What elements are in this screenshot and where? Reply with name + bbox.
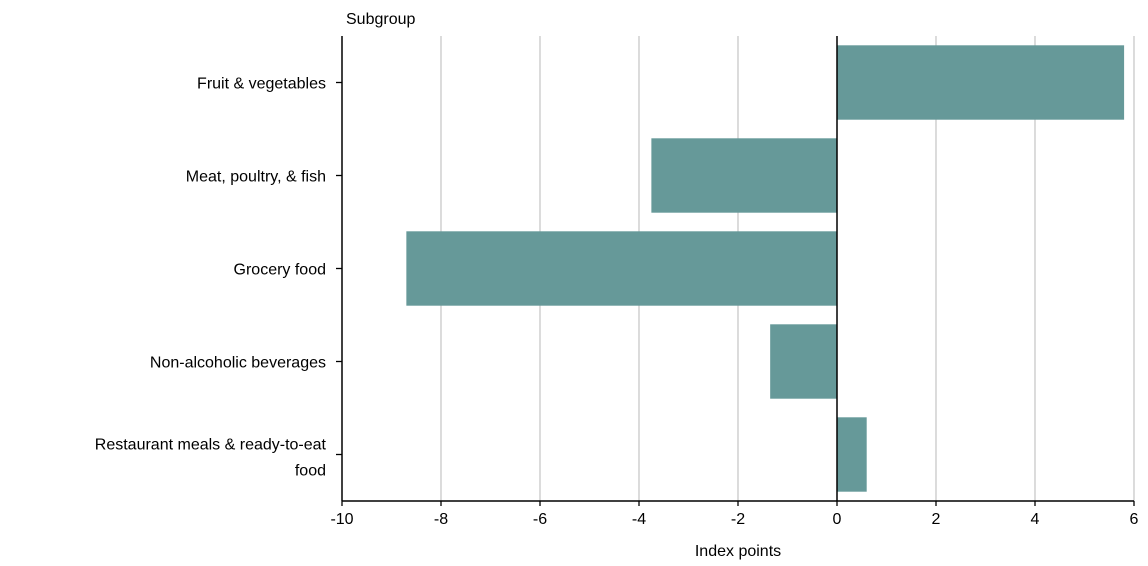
- category-label: Grocery food: [234, 262, 326, 279]
- x-tick-label: -6: [533, 511, 547, 528]
- category-label: Non-alcoholic beverages: [150, 355, 326, 372]
- category-label: food: [295, 463, 326, 480]
- x-tick-label: 0: [833, 511, 842, 528]
- category-labels: Fruit & vegetables Meat, poultry, & fish G…: [95, 76, 327, 480]
- category-label: Meat, poultry, & fish: [186, 169, 326, 186]
- category-label: Restaurant meals & ready-to-eat: [95, 437, 327, 454]
- x-tick-label: -8: [434, 511, 448, 528]
- bar: [837, 45, 1125, 120]
- bar: [770, 324, 837, 399]
- x-tick-label: -2: [731, 511, 745, 528]
- x-axis-title: Index points: [695, 543, 781, 560]
- x-tick-label: -10: [330, 511, 353, 528]
- axes: [336, 36, 1135, 506]
- y-axis-title: Subgroup: [346, 11, 415, 28]
- x-tick-label: 4: [1031, 511, 1040, 528]
- bars: [406, 45, 1125, 492]
- x-tick-label: 6: [1130, 511, 1139, 528]
- x-tick-labels: -10 -8 -6 -4 -2 0 2 4 6: [330, 511, 1138, 528]
- x-tick-label: 2: [932, 511, 941, 528]
- x-tick-label: -4: [632, 511, 646, 528]
- bar: [837, 417, 867, 492]
- category-label: Fruit & vegetables: [197, 76, 326, 93]
- bar: [651, 138, 837, 213]
- bar: [406, 231, 837, 306]
